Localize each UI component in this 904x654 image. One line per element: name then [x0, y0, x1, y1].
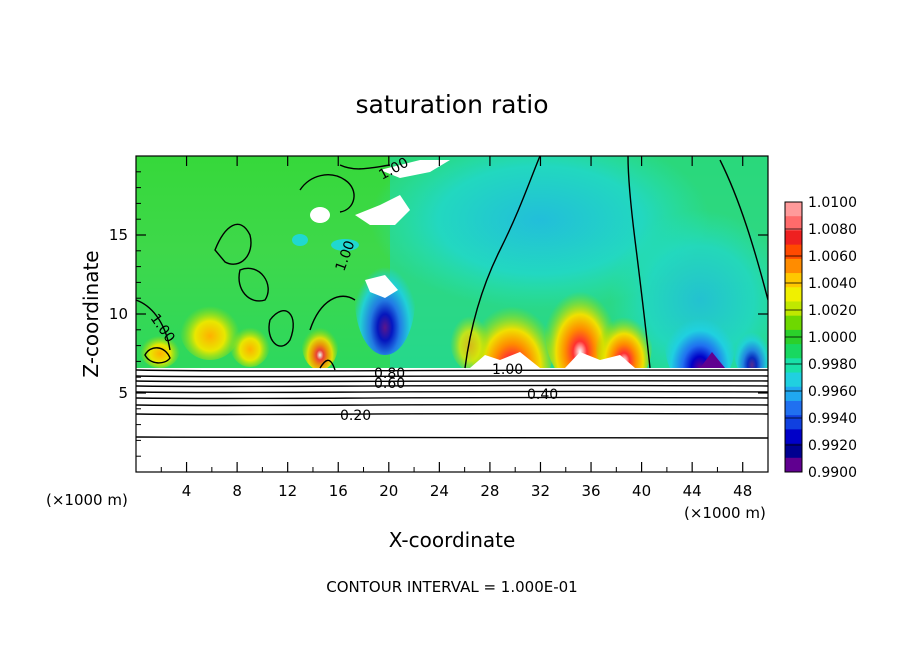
colorbar-swatch — [785, 415, 802, 430]
colorbar-label: 1.0080 — [808, 222, 857, 238]
colorbar-label: 1.0000 — [808, 330, 857, 346]
colorbar-label: 0.9980 — [808, 357, 857, 373]
colorbar-swatch — [785, 457, 802, 473]
colorbar-swatch — [785, 244, 802, 260]
x-tick-label: 28 — [480, 482, 499, 500]
y-axis: 5 10 15 — [109, 171, 768, 457]
x-tick-label: 24 — [430, 482, 449, 500]
colorbar-swatch — [785, 258, 802, 274]
x-tick-label: 32 — [531, 482, 550, 500]
x-axis: 4 8 12 16 20 24 28 32 36 40 44 48 — [160, 156, 752, 500]
x-tick-label: 48 — [733, 482, 752, 500]
x-tick-label: 44 — [683, 482, 702, 500]
colorbar-swatch — [785, 443, 802, 459]
colorbar-swatch — [785, 429, 802, 445]
colorbar-label: 1.0040 — [808, 276, 857, 292]
colorbar: 1.0100 1.0080 1.0060 1.0040 1.0020 1.0000 0.99… — [784, 195, 857, 481]
colorbar-label: 1.0020 — [808, 303, 857, 319]
x-tick-label: 12 — [278, 482, 297, 500]
colorbar-swatch — [785, 216, 802, 231]
contour-label: 0.40 — [527, 387, 558, 403]
x-tick-label: 16 — [329, 482, 348, 500]
colorbar-label: 0.9960 — [808, 384, 857, 400]
colorbar-swatch — [785, 344, 802, 359]
heatmap-field — [136, 156, 768, 472]
colorbar-swatch — [785, 315, 802, 331]
colorbar-swatch — [785, 372, 802, 388]
contour-label: 1.00 — [492, 362, 523, 378]
x-tick-label: 20 — [379, 482, 398, 500]
x-axis-label: X-coordinate — [389, 528, 516, 552]
contour-interval-note: CONTOUR INTERVAL = 1.000E-01 — [326, 578, 577, 596]
x-unit-label-right: (×1000 m) — [684, 504, 766, 522]
x-tick-label: 36 — [581, 482, 600, 500]
colorbar-label: 0.9900 — [808, 465, 857, 481]
colorbar-swatch — [785, 400, 802, 416]
x-tick-label: 8 — [232, 482, 242, 500]
y-tick-label: 10 — [109, 305, 128, 323]
colorbar-swatch — [785, 202, 802, 217]
y-tick-label: 5 — [118, 384, 128, 402]
contour-label: 0.20 — [340, 408, 371, 424]
contour-label: 0.80 — [374, 366, 405, 382]
colorbar-swatch — [785, 301, 802, 317]
colorbar-swatch — [785, 230, 802, 246]
colorbar-label: 0.9920 — [808, 438, 857, 454]
chart-title: saturation ratio — [355, 90, 548, 119]
contour-label: 0.60 — [374, 376, 405, 392]
x-tick-label: 4 — [182, 482, 192, 500]
colorbar-swatch — [785, 386, 802, 402]
y-axis-label: Z-coordinate — [79, 250, 103, 377]
colorbar-label: 1.0060 — [808, 249, 857, 265]
colorbar-swatch — [785, 287, 802, 302]
colorbar-label: 1.0100 — [808, 195, 857, 211]
x-tick-label: 40 — [632, 482, 651, 500]
colorbar-label: 0.9940 — [808, 411, 857, 427]
y-tick-label: 15 — [109, 226, 128, 244]
colorbar-swatch — [785, 273, 802, 288]
x-unit-label: (×1000 m) — [46, 491, 128, 509]
colorbar-swatch — [785, 358, 802, 374]
contour-lines — [136, 156, 768, 439]
